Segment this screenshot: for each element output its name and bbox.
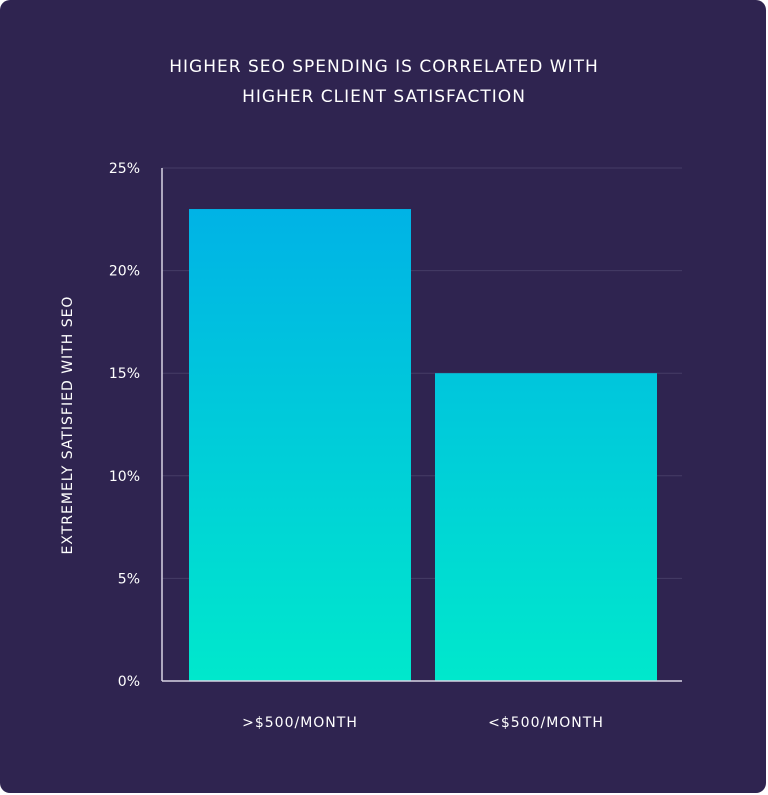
y-tick-label: 10% [109, 469, 140, 485]
bar [189, 209, 411, 682]
bar [435, 373, 657, 681]
x-tick-label: >$500/MONTH [242, 715, 358, 731]
y-tick-label: 20% [109, 264, 140, 280]
chart-title: HIGHER SEO SPENDING IS CORRELATED WITH H… [0, 52, 768, 112]
chart-title-line-1: HIGHER SEO SPENDING IS CORRELATED WITH [169, 57, 599, 77]
x-tick-label: <$500/MONTH [488, 715, 604, 731]
y-tick-label: 5% [118, 571, 140, 587]
y-axis-label: EXTREMELY SATISFIED WITH SEO [60, 296, 76, 555]
chart-title-line-2: HIGHER CLIENT SATISFACTION [242, 87, 526, 107]
y-tick-label: 25% [109, 161, 140, 177]
y-tick-label: 15% [109, 366, 140, 382]
y-tick-label: 0% [118, 674, 140, 690]
